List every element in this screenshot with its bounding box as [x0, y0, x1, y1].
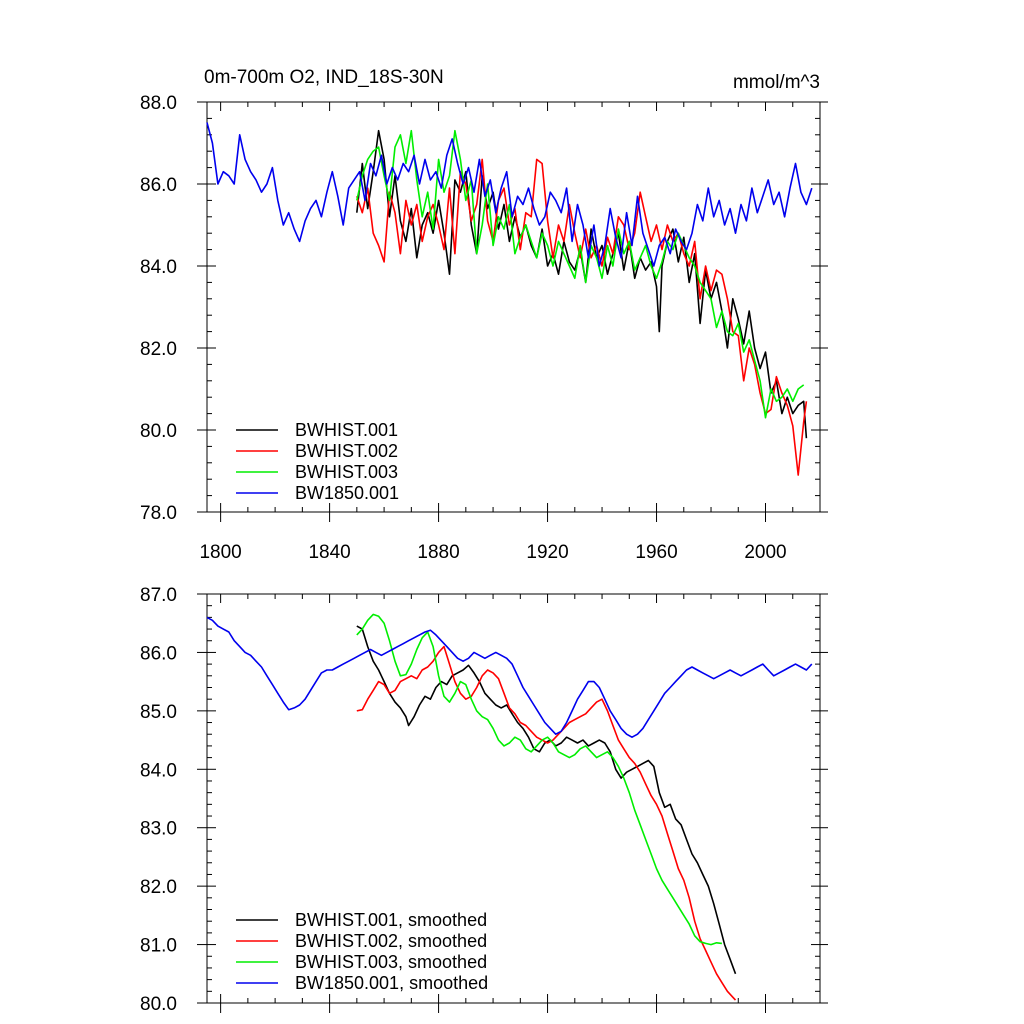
series-line	[356, 613, 722, 946]
legend-label: BW1850.001	[295, 483, 399, 503]
legend-label: BWHIST.001, smoothed	[295, 910, 487, 930]
units-label: mmol/m^3	[733, 72, 820, 93]
y-tick-label: 85.0	[140, 702, 177, 723]
legend-label: BW1850.001, smoothed	[295, 973, 488, 993]
chart-title: 0m-700m O2, IND_18S-30N	[204, 67, 444, 88]
legend-label: BWHIST.001	[295, 420, 398, 440]
y-tick-label: 80.0	[140, 421, 177, 442]
y-tick-label: 84.0	[140, 760, 177, 781]
y-tick-label: 88.0	[140, 93, 177, 114]
y-tick-label: 82.0	[140, 877, 177, 898]
y-tick-label: 80.0	[140, 994, 177, 1015]
legend-label: BWHIST.002	[295, 441, 398, 461]
plot-frame	[206, 593, 821, 1004]
x-tick-label: 1800	[199, 542, 241, 563]
plot-frame	[206, 101, 821, 513]
x-tick-label: 1960	[635, 542, 677, 563]
top-plot-area: 1800 1840 1880 1920 1960 2000 78.0 80.0 82.0 84.0…	[140, 93, 828, 563]
top-chart-panel: 0m-700m O2, IND_18S-30N mmol/m^3 1800 184…	[140, 67, 828, 563]
y-tick-label: 81.0	[140, 936, 177, 957]
y-tick-label: 86.0	[140, 643, 177, 664]
series-line	[356, 645, 737, 1001]
y-tick-label: 83.0	[140, 819, 177, 840]
bottom-chart-panel: 80.0 81.0 82.0 83.0 84.0 85.0 86.0 87.0 BWHIST.0…	[140, 585, 828, 1015]
series-line	[206, 616, 813, 738]
y-tick-label: 78.0	[140, 503, 177, 524]
legend-label: BWHIST.002, smoothed	[295, 931, 487, 951]
bottom-plot-area: 80.0 81.0 82.0 83.0 84.0 85.0 86.0 87.0 BWHIST.0…	[140, 585, 828, 1015]
y-tick-label: 87.0	[140, 585, 177, 606]
series-line	[356, 625, 737, 975]
x-tick-label: 1880	[417, 542, 459, 563]
y-tick-label: 84.0	[140, 257, 177, 278]
series-line	[206, 122, 813, 267]
y-tick-label: 82.0	[140, 339, 177, 360]
x-tick-label: 1840	[308, 542, 350, 563]
legend-label: BWHIST.003	[295, 462, 398, 482]
series-line	[356, 129, 805, 419]
y-tick-label: 86.0	[140, 175, 177, 196]
legend-label: BWHIST.003, smoothed	[295, 952, 487, 972]
x-tick-label: 2000	[744, 542, 786, 563]
x-tick-label: 1920	[526, 542, 568, 563]
